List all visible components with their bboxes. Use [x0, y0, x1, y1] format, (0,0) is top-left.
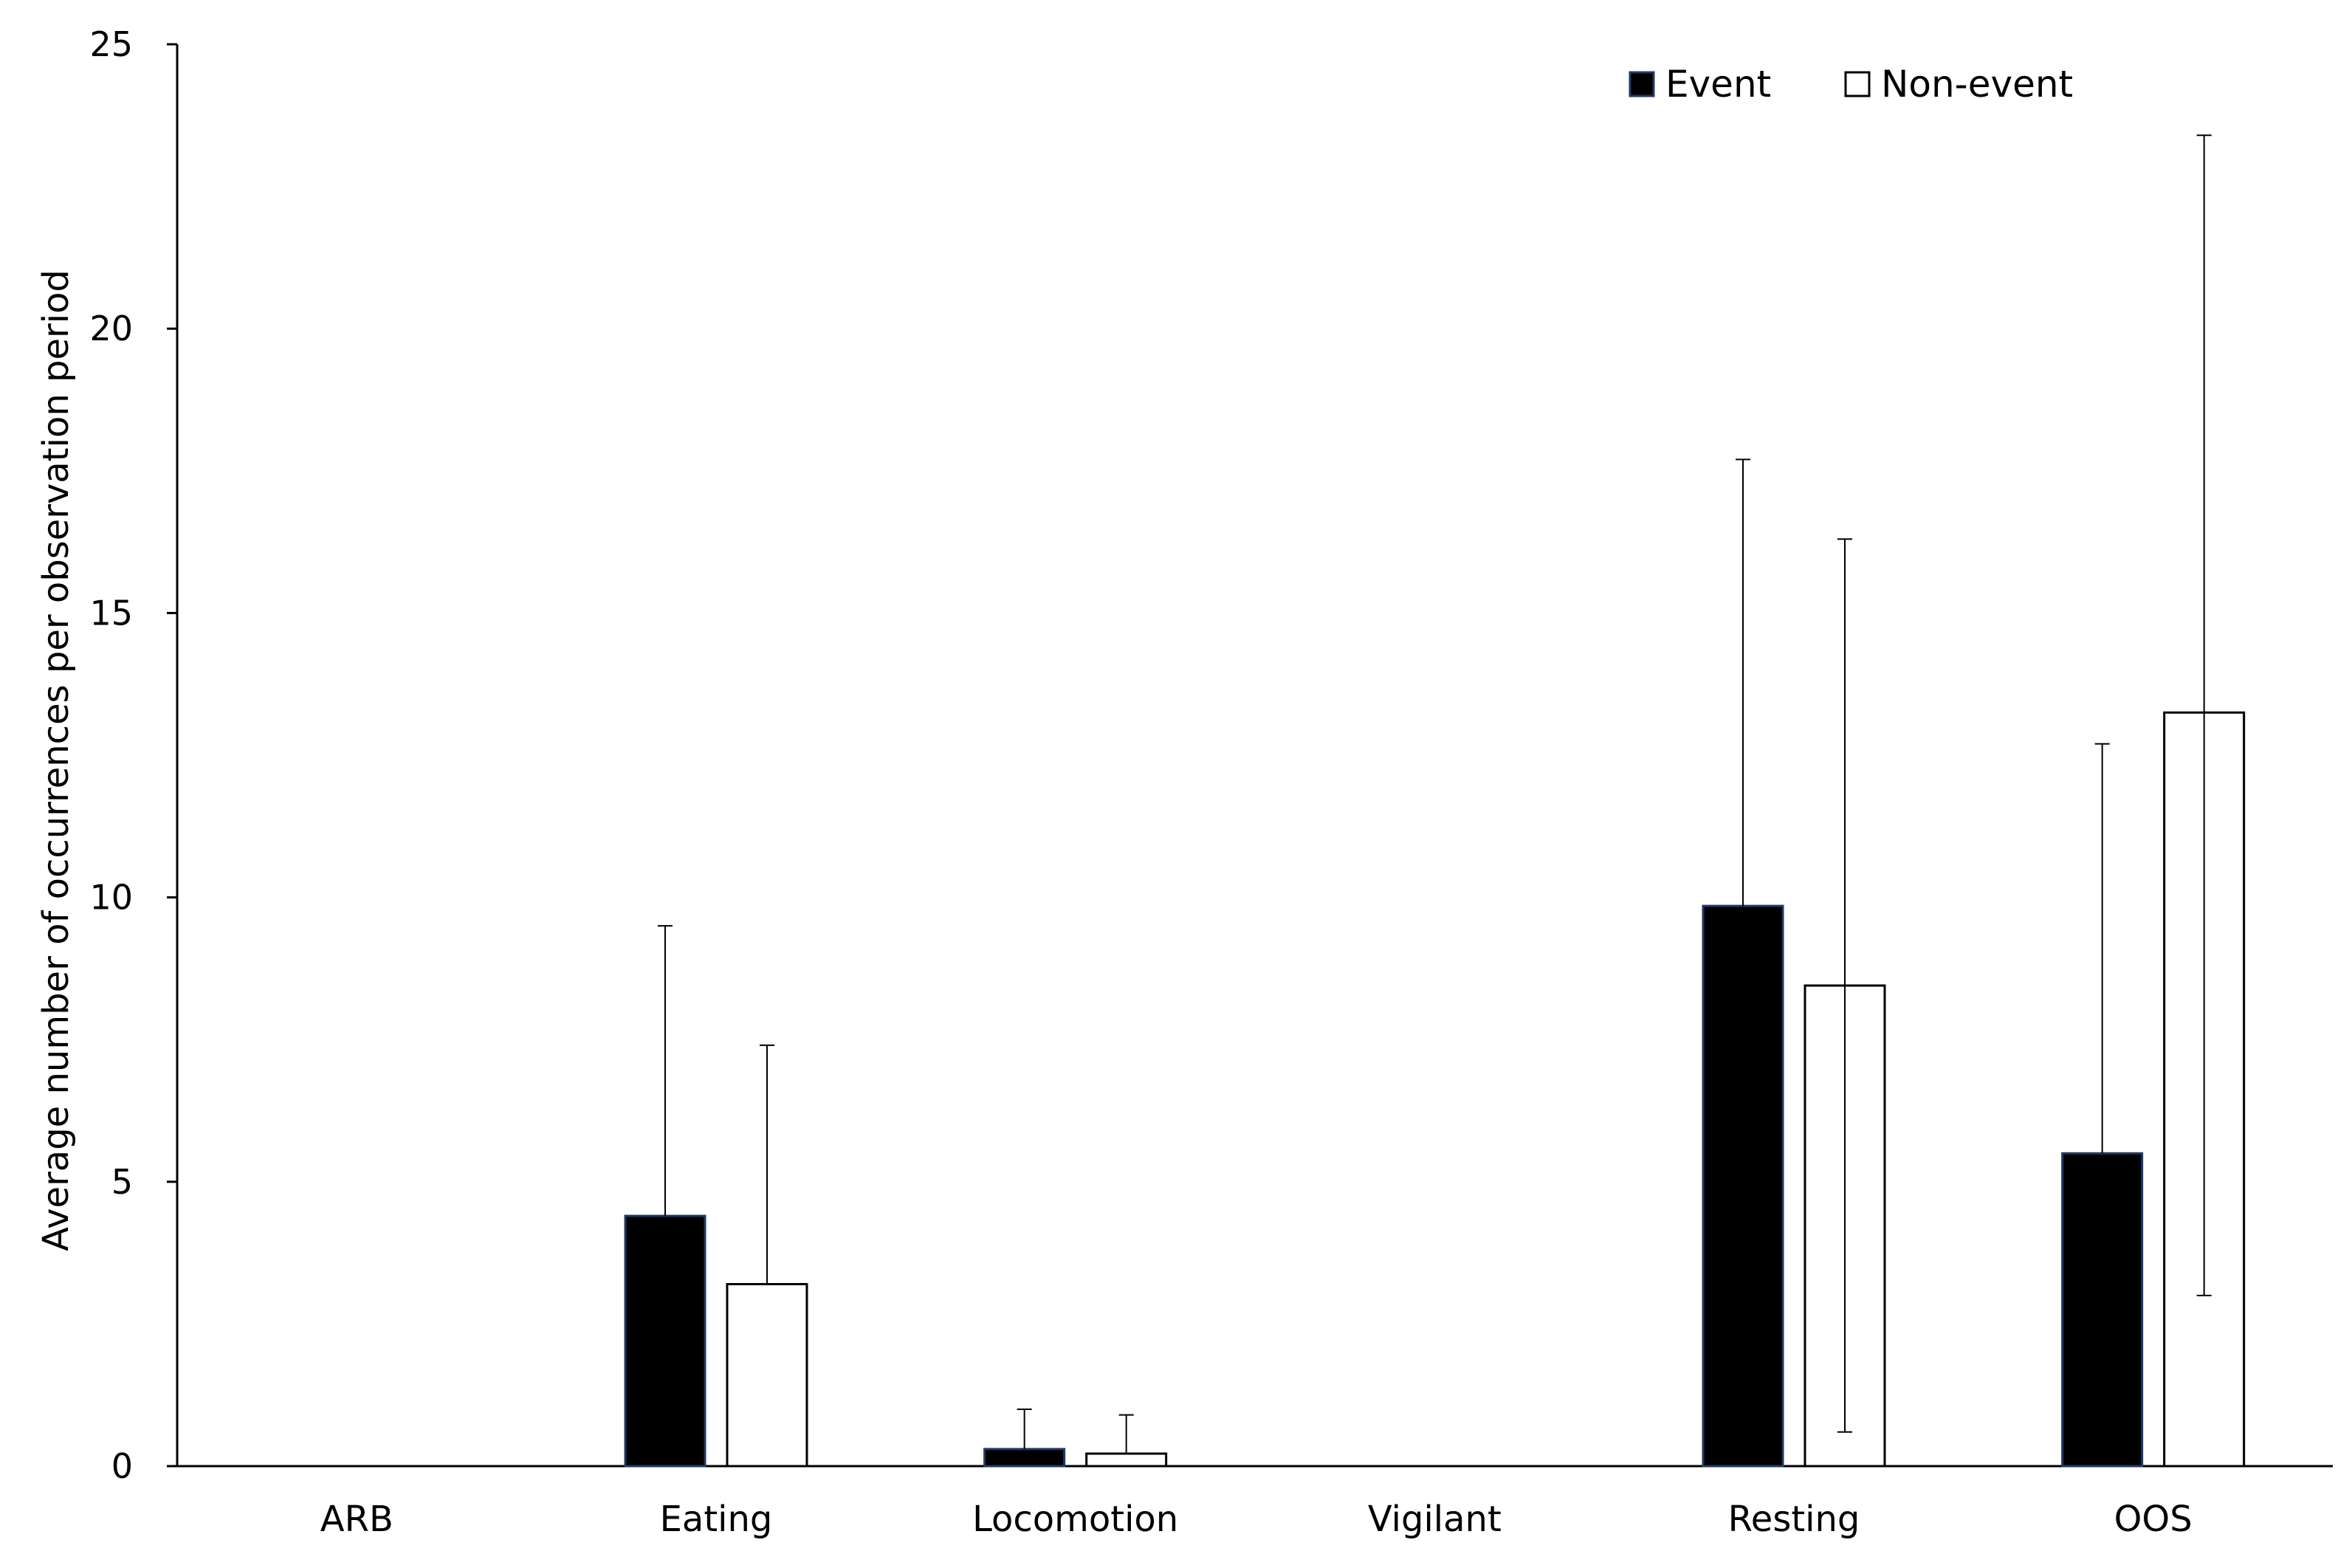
- x-category-label: ARB: [320, 1499, 393, 1540]
- x-category-label: Locomotion: [972, 1499, 1178, 1540]
- error-bars: [658, 134, 2212, 1454]
- bar-non-event: [1085, 1452, 1168, 1468]
- bar-event: [983, 1448, 1066, 1468]
- y-tick-label: 0: [111, 1446, 133, 1486]
- bar-event: [2061, 1152, 2144, 1468]
- x-category-label: OOS: [2114, 1499, 2193, 1540]
- legend: Event Non-event: [1629, 63, 2073, 106]
- bar-event: [624, 1214, 706, 1468]
- plot-area: 0 5 10 15 20 25 ARB Eating Locomotion Vigilant Re…: [89, 24, 2333, 1540]
- bar-non-event: [726, 1282, 808, 1468]
- legend-label: Event: [1665, 63, 1771, 106]
- bars: [624, 711, 2246, 1468]
- y-tick-label: 25: [89, 24, 133, 64]
- x-category-label: Vigilant: [1368, 1499, 1502, 1540]
- x-category-label: Eating: [660, 1499, 773, 1540]
- legend-swatch-event: [1629, 71, 1655, 97]
- y-axis-ticks: 0 5 10 15 20 25: [89, 24, 177, 1486]
- y-tick-label: 10: [89, 878, 133, 918]
- y-tick-label: 20: [89, 309, 133, 348]
- y-axis-title: Average number of occurrences per observ…: [35, 269, 77, 1251]
- legend-swatch-non-event: [1844, 71, 1871, 97]
- x-axis-category-labels: ARB Eating Locomotion Vigilant Resting OOS: [320, 1499, 2193, 1540]
- y-tick-label: 5: [111, 1162, 133, 1202]
- x-category-label: Resting: [1728, 1499, 1860, 1540]
- legend-label: Non-event: [1881, 63, 2073, 106]
- y-tick-label: 15: [89, 593, 133, 633]
